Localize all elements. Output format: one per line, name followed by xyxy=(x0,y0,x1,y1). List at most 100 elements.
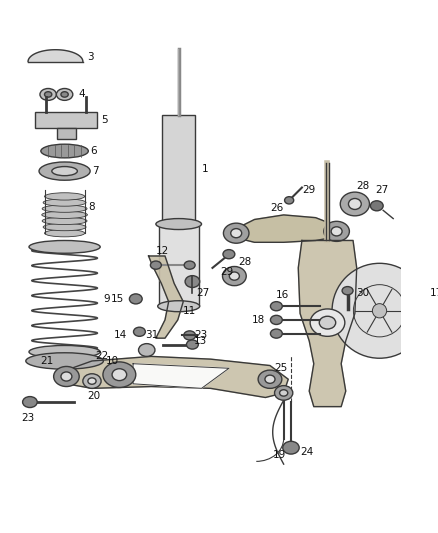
Ellipse shape xyxy=(185,276,200,287)
Ellipse shape xyxy=(342,287,353,295)
Circle shape xyxy=(372,304,387,318)
Text: 9: 9 xyxy=(103,294,110,304)
Text: 18: 18 xyxy=(252,315,265,325)
Ellipse shape xyxy=(43,223,86,231)
Bar xyxy=(57,128,75,139)
Ellipse shape xyxy=(129,294,142,304)
Ellipse shape xyxy=(279,390,288,396)
Text: 28: 28 xyxy=(357,181,370,191)
Polygon shape xyxy=(28,50,83,62)
Bar xyxy=(35,112,97,128)
Text: 8: 8 xyxy=(88,202,95,212)
Text: 26: 26 xyxy=(270,203,283,213)
Ellipse shape xyxy=(184,331,196,340)
Ellipse shape xyxy=(29,345,100,358)
Ellipse shape xyxy=(45,230,85,237)
Ellipse shape xyxy=(349,198,361,209)
Ellipse shape xyxy=(270,302,283,311)
Ellipse shape xyxy=(88,378,96,384)
Text: 24: 24 xyxy=(300,447,313,457)
Ellipse shape xyxy=(103,362,136,387)
Ellipse shape xyxy=(45,193,85,200)
Text: 22: 22 xyxy=(95,351,109,361)
Circle shape xyxy=(332,263,427,358)
Ellipse shape xyxy=(230,272,240,280)
Text: 4: 4 xyxy=(78,90,85,100)
Text: 13: 13 xyxy=(194,336,208,346)
Ellipse shape xyxy=(83,374,101,389)
Ellipse shape xyxy=(223,249,235,259)
Ellipse shape xyxy=(187,340,198,349)
Text: 31: 31 xyxy=(145,330,158,341)
Ellipse shape xyxy=(53,367,79,386)
Ellipse shape xyxy=(57,88,73,100)
Polygon shape xyxy=(236,215,337,243)
Ellipse shape xyxy=(61,372,72,381)
Text: 28: 28 xyxy=(238,257,251,268)
Ellipse shape xyxy=(45,92,52,97)
Ellipse shape xyxy=(184,261,195,269)
Ellipse shape xyxy=(331,227,342,236)
Text: 27: 27 xyxy=(375,185,388,195)
Polygon shape xyxy=(298,240,357,407)
Text: 19: 19 xyxy=(272,450,286,460)
Text: 14: 14 xyxy=(113,330,127,341)
Ellipse shape xyxy=(43,199,86,206)
Ellipse shape xyxy=(40,88,57,100)
Text: 11: 11 xyxy=(183,306,197,316)
Text: 5: 5 xyxy=(101,115,108,125)
Text: 1: 1 xyxy=(201,164,208,174)
Text: 29: 29 xyxy=(220,266,233,277)
Ellipse shape xyxy=(275,385,293,400)
Ellipse shape xyxy=(223,223,249,243)
Ellipse shape xyxy=(270,316,283,325)
Text: 7: 7 xyxy=(92,166,99,176)
Ellipse shape xyxy=(61,92,68,97)
Ellipse shape xyxy=(138,344,155,357)
Ellipse shape xyxy=(26,353,103,369)
Ellipse shape xyxy=(340,192,370,216)
Bar xyxy=(159,224,199,306)
Ellipse shape xyxy=(29,240,100,253)
Polygon shape xyxy=(148,256,183,338)
Ellipse shape xyxy=(231,229,242,238)
Ellipse shape xyxy=(39,162,90,180)
Ellipse shape xyxy=(23,397,37,408)
Ellipse shape xyxy=(158,301,200,312)
Ellipse shape xyxy=(265,375,275,383)
Text: 6: 6 xyxy=(90,146,97,156)
Ellipse shape xyxy=(324,221,350,241)
Text: 25: 25 xyxy=(275,364,288,373)
Text: 30: 30 xyxy=(356,287,369,297)
Text: 10: 10 xyxy=(106,356,119,366)
Text: 21: 21 xyxy=(40,356,53,366)
Ellipse shape xyxy=(258,370,282,389)
Ellipse shape xyxy=(156,219,201,230)
Bar xyxy=(162,115,195,224)
Ellipse shape xyxy=(283,441,299,454)
Text: 17: 17 xyxy=(430,287,438,297)
Ellipse shape xyxy=(371,201,383,211)
Polygon shape xyxy=(67,357,288,398)
Ellipse shape xyxy=(310,309,345,336)
Polygon shape xyxy=(133,364,229,389)
Ellipse shape xyxy=(134,327,145,336)
Ellipse shape xyxy=(270,329,283,338)
Text: 29: 29 xyxy=(302,185,315,195)
Text: 12: 12 xyxy=(156,246,169,256)
Ellipse shape xyxy=(42,211,88,219)
Ellipse shape xyxy=(42,217,87,224)
Ellipse shape xyxy=(42,205,87,212)
Text: 27: 27 xyxy=(196,287,209,297)
Ellipse shape xyxy=(41,144,88,158)
Text: 23: 23 xyxy=(194,330,208,341)
Text: 20: 20 xyxy=(88,391,101,401)
Ellipse shape xyxy=(112,369,127,381)
Ellipse shape xyxy=(319,316,336,329)
Text: 15: 15 xyxy=(111,294,124,304)
Text: 23: 23 xyxy=(21,413,35,423)
Text: 16: 16 xyxy=(276,290,289,300)
Text: 3: 3 xyxy=(88,52,94,62)
Ellipse shape xyxy=(52,166,78,176)
Ellipse shape xyxy=(223,266,246,286)
